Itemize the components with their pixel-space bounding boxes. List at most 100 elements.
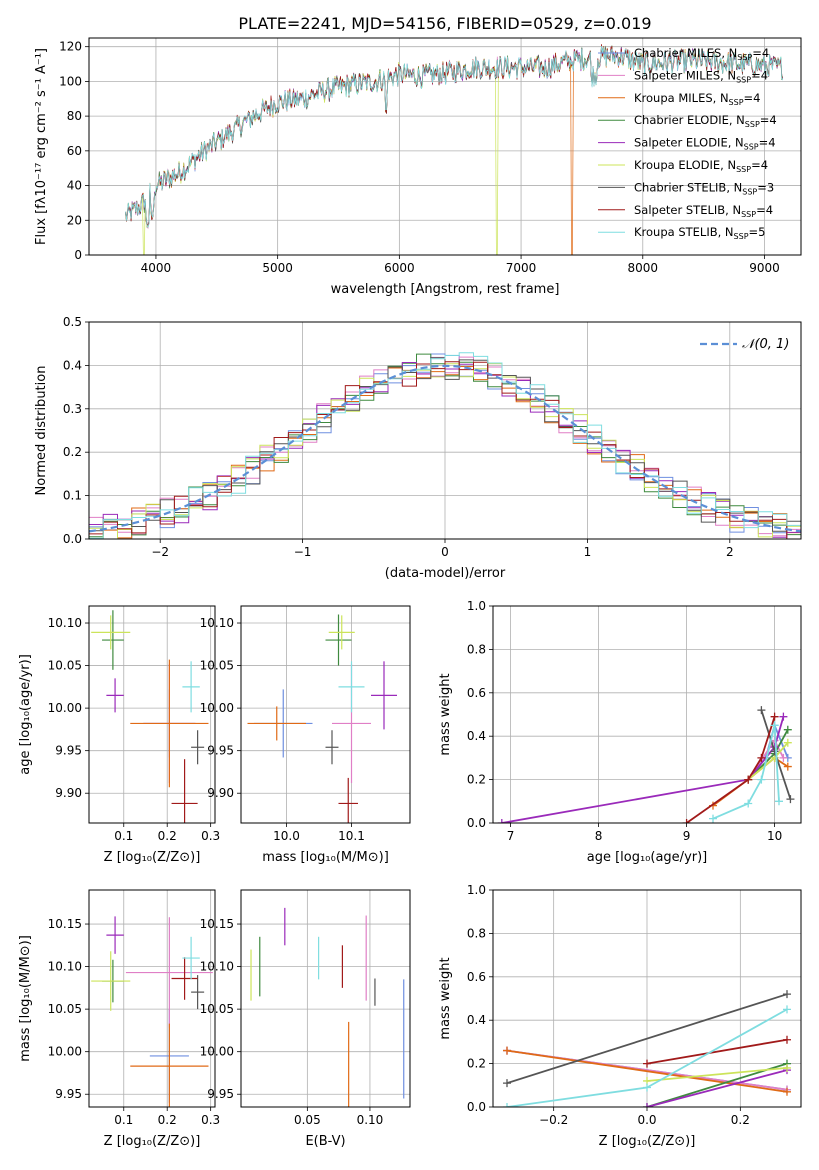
histogram-series: [89, 352, 801, 539]
x-tick-label: 0.3: [201, 1113, 220, 1127]
panel-residuals: −2 −1 0 1 2 0.0 0.1 0.2 0.3 0.4 0.5 (data-model)/er…: [34, 315, 802, 581]
legend-tail: =4: [760, 113, 777, 127]
x-tick-label: 8000: [628, 261, 659, 275]
weight-line: [646, 1069, 788, 1107]
y-tick-label: 10.10: [200, 616, 234, 630]
legend-tail: =4: [744, 91, 761, 105]
grid: [89, 890, 215, 1107]
grid: [89, 606, 215, 823]
weight-marker: [643, 1103, 651, 1107]
y-tick-label: 120: [59, 40, 82, 54]
weight-marker: [783, 1087, 791, 1096]
legend-tail: =3: [757, 180, 774, 194]
y-tick-label: 0.2: [63, 445, 82, 459]
weight-marker: [770, 747, 779, 756]
x-tick-label: 0.2: [731, 1113, 750, 1127]
weight-line: [712, 725, 780, 820]
x-axis-label: wavelength [Angstrom, rest frame]: [331, 282, 560, 297]
y-tick-label: 0.1: [63, 489, 82, 503]
x-axis-label: Z [log₁₀(Z/Z⊙)]: [104, 1134, 201, 1149]
plot-area: [497, 706, 795, 823]
legend: Chabrier MILES, NSSP=4 Salpeter MILES, NS…: [598, 46, 777, 241]
weight-marker: [770, 712, 779, 721]
y-tick-label: 10.00: [48, 701, 82, 715]
x-tick-label: 0.05: [294, 1113, 321, 1127]
weight-marker: [757, 706, 766, 715]
weight-marker: [709, 814, 717, 823]
legend-label: Kroupa ELODIE, NSSP=4: [634, 158, 768, 174]
x-tick-label: 0.0: [637, 1113, 656, 1127]
weight-line: [506, 993, 788, 1084]
y-tick-label: 1.0: [467, 599, 486, 613]
y-tick-label: 10.05: [48, 1002, 82, 1016]
y-tick-label: 80: [67, 109, 82, 123]
y-tick-label: 9.95: [207, 1087, 234, 1101]
x-axis-label: Z [log₁₀(Z/Z⊙)]: [104, 850, 201, 865]
y-tick-label: 0.6: [467, 970, 486, 984]
weight-marker: [744, 799, 753, 808]
weight-marker: [757, 775, 766, 784]
y-tick-label: 10.10: [200, 960, 234, 974]
x-tick-label: 7000: [506, 261, 537, 275]
y-tick-label: 9.90: [207, 786, 234, 800]
y-tick-label: 40: [67, 179, 82, 193]
legend-label: Salpeter MILES, NSSP=4: [634, 68, 768, 84]
weight-marker: [783, 1035, 791, 1044]
x-tick-label: 7: [507, 829, 515, 843]
legend-sub: SSP: [737, 53, 752, 62]
x-tick-label: −0.2: [539, 1113, 568, 1127]
y-tick-label: 10.05: [200, 659, 234, 673]
y-tick-label: 10.00: [48, 1045, 82, 1059]
x-tick-label: 5000: [262, 261, 293, 275]
spectrum-line: [125, 46, 784, 228]
y-tick-label: 0.2: [467, 773, 486, 787]
x-tick-label: −1: [294, 545, 312, 559]
y-tick-label: 0.4: [467, 729, 486, 743]
weight-line: [686, 716, 776, 823]
axes-frame: [88, 889, 216, 1108]
legend-tail: =4: [752, 46, 769, 60]
legend-label: Salpeter ELODIE, NSSP=4: [634, 136, 776, 152]
y-tick-label: 10.15: [48, 917, 82, 931]
weight-marker: [783, 738, 792, 747]
axes-frame: [492, 889, 802, 1108]
weight-marker: [643, 1083, 651, 1092]
axes-frame: [240, 605, 411, 824]
figure-title: PLATE=2241, MJD=54156, FIBERID=0529, z=0…: [238, 14, 651, 33]
axes-frame: [492, 605, 802, 824]
x-tick-label: 0.1: [114, 1113, 133, 1127]
weight-marker: [503, 1079, 511, 1088]
weight-marker: [783, 1005, 791, 1014]
y-tick-label: 10.00: [200, 701, 234, 715]
weight-marker: [497, 819, 506, 823]
y-axis-label: mass weight: [438, 673, 453, 755]
y-tick-label: 20: [67, 213, 82, 227]
legend-sub: SSP: [741, 210, 756, 219]
y-tick-label: 0: [74, 248, 82, 262]
legend-sub: SSP: [736, 75, 751, 84]
legend-label: 𝒩(0, 1): [742, 337, 789, 352]
plot-area: [125, 44, 784, 255]
weight-marker: [783, 990, 791, 999]
panel-mass-vs-Z: 0.1 0.2 0.3 9.95 10.00 10.05 10.10 10.15 Z [log₁…: [18, 889, 220, 1149]
x-axis-label: mass [log₁₀(M/M⊙)]: [262, 850, 389, 865]
panel-weight-vs-age: 7 8 9 10 0.0 0.2 0.4 0.6 0.8 1.0 age [log₁₀(age/yr…: [438, 599, 802, 865]
x-tick-label: 8: [595, 829, 603, 843]
weight-marker: [682, 819, 691, 823]
y-tick-label: 9.95: [55, 1087, 82, 1101]
y-tick-label: 0.0: [467, 816, 486, 830]
y-tick-label: 0.4: [63, 358, 82, 372]
weight-line: [646, 1038, 788, 1065]
x-tick-label: −2: [151, 545, 169, 559]
legend-sub: SSP: [742, 187, 757, 196]
y-tick-label: 60: [67, 144, 82, 158]
y-tick-label: 0.6: [467, 686, 486, 700]
y-tick-label: 0.3: [63, 402, 82, 416]
y-tick-label: 10.15: [200, 917, 234, 931]
weight-marker: [783, 762, 792, 771]
legend-sub: SSP: [729, 98, 744, 107]
plot-area: [91, 916, 213, 1107]
x-tick-label: 4000: [141, 261, 172, 275]
y-tick-label: 0.5: [63, 315, 82, 329]
